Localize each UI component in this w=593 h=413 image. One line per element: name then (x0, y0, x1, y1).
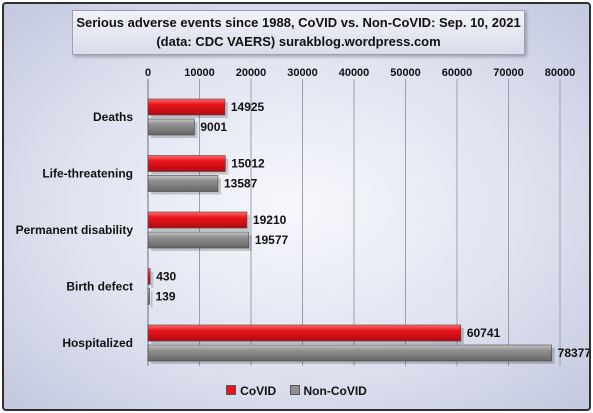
category-label-deaths: Deaths (93, 110, 133, 124)
chart-title-box: Serious adverse events since 1988, CoVID… (72, 10, 525, 55)
data-label-covid-permanent-disability: 19210 (253, 213, 287, 227)
category-labels: Deaths Life-threatening Permanent disabili… (16, 110, 134, 350)
bar-non-covid-deaths (147, 118, 195, 136)
bar-non-covid-life-threatening (147, 175, 219, 192)
data-label-non-covid-birth-defect: 139 (156, 290, 176, 304)
bar-covid-deaths (147, 98, 226, 116)
bar-covid-life-threatening (147, 155, 226, 172)
x-tick-label: 10000 (184, 67, 215, 79)
bar-non-covid-birth-defect (147, 288, 150, 305)
bar-shadow (151, 291, 153, 308)
bar-non-covid-permanent-disability (147, 231, 250, 249)
bar-non-covid-hospitalized (147, 344, 552, 362)
bar-covid-birth-defect (147, 268, 151, 285)
data-label-covid-deaths: 14925 (231, 100, 265, 114)
legend-label-non-covid: Non-CoVID (303, 384, 367, 398)
chart-title: Serious adverse events since 1988, CoVID… (76, 15, 521, 30)
bar-chart: 0 10000 20000 30000 40000 50000 60000 70000 8000… (16, 67, 590, 366)
legend-item-non-covid: Non-CoVID (289, 384, 367, 398)
category-label-permanent-disability: Permanent disability (16, 223, 134, 237)
legend-swatch-non-covid (289, 385, 300, 395)
data-label-non-covid-permanent-disability: 19577 (255, 233, 289, 247)
gridlines (147, 79, 561, 366)
x-axis-ticks: 0 10000 20000 30000 40000 50000 60000 70000 8000… (145, 67, 575, 79)
x-tick-label: 0 (145, 67, 151, 79)
bar-shadow (151, 271, 154, 288)
data-label-covid-hospitalized: 60741 (467, 326, 501, 340)
bar-covid-hospitalized (147, 324, 462, 342)
bar-covid-permanent-disability (147, 211, 248, 229)
legend-swatch-covid (226, 385, 237, 395)
x-tick-label: 70000 (493, 67, 524, 79)
data-labels: 14925 9001 15012 13587 19210 19577 430 139 60741… (156, 100, 590, 360)
x-tick-label: 80000 (545, 67, 576, 79)
category-label-hospitalized: Hospitalized (62, 336, 133, 350)
bars (147, 98, 555, 364)
category-label-birth-defect: Birth defect (66, 280, 133, 294)
data-label-covid-birth-defect: 430 (156, 270, 176, 284)
x-tick-label: 30000 (287, 67, 318, 79)
legend: CoVID Non-CoVID (4, 384, 589, 398)
x-tick-label: 20000 (236, 67, 267, 79)
x-tick-label: 40000 (339, 67, 370, 79)
chart-subtitle: (data: CDC VAERS) surakblog.wordpress.co… (156, 34, 441, 49)
category-label-life-threatening: Life-threatening (42, 167, 133, 181)
data-label-non-covid-deaths: 9001 (200, 120, 227, 134)
x-tick-label: 60000 (442, 67, 473, 79)
legend-item-covid: CoVID (226, 384, 276, 398)
data-label-non-covid-life-threatening: 13587 (224, 177, 258, 191)
data-label-covid-life-threatening: 15012 (231, 157, 265, 171)
x-tick-label: 50000 (390, 67, 421, 79)
legend-label-covid: CoVID (240, 384, 277, 398)
data-label-non-covid-hospitalized: 78377 (558, 346, 589, 360)
